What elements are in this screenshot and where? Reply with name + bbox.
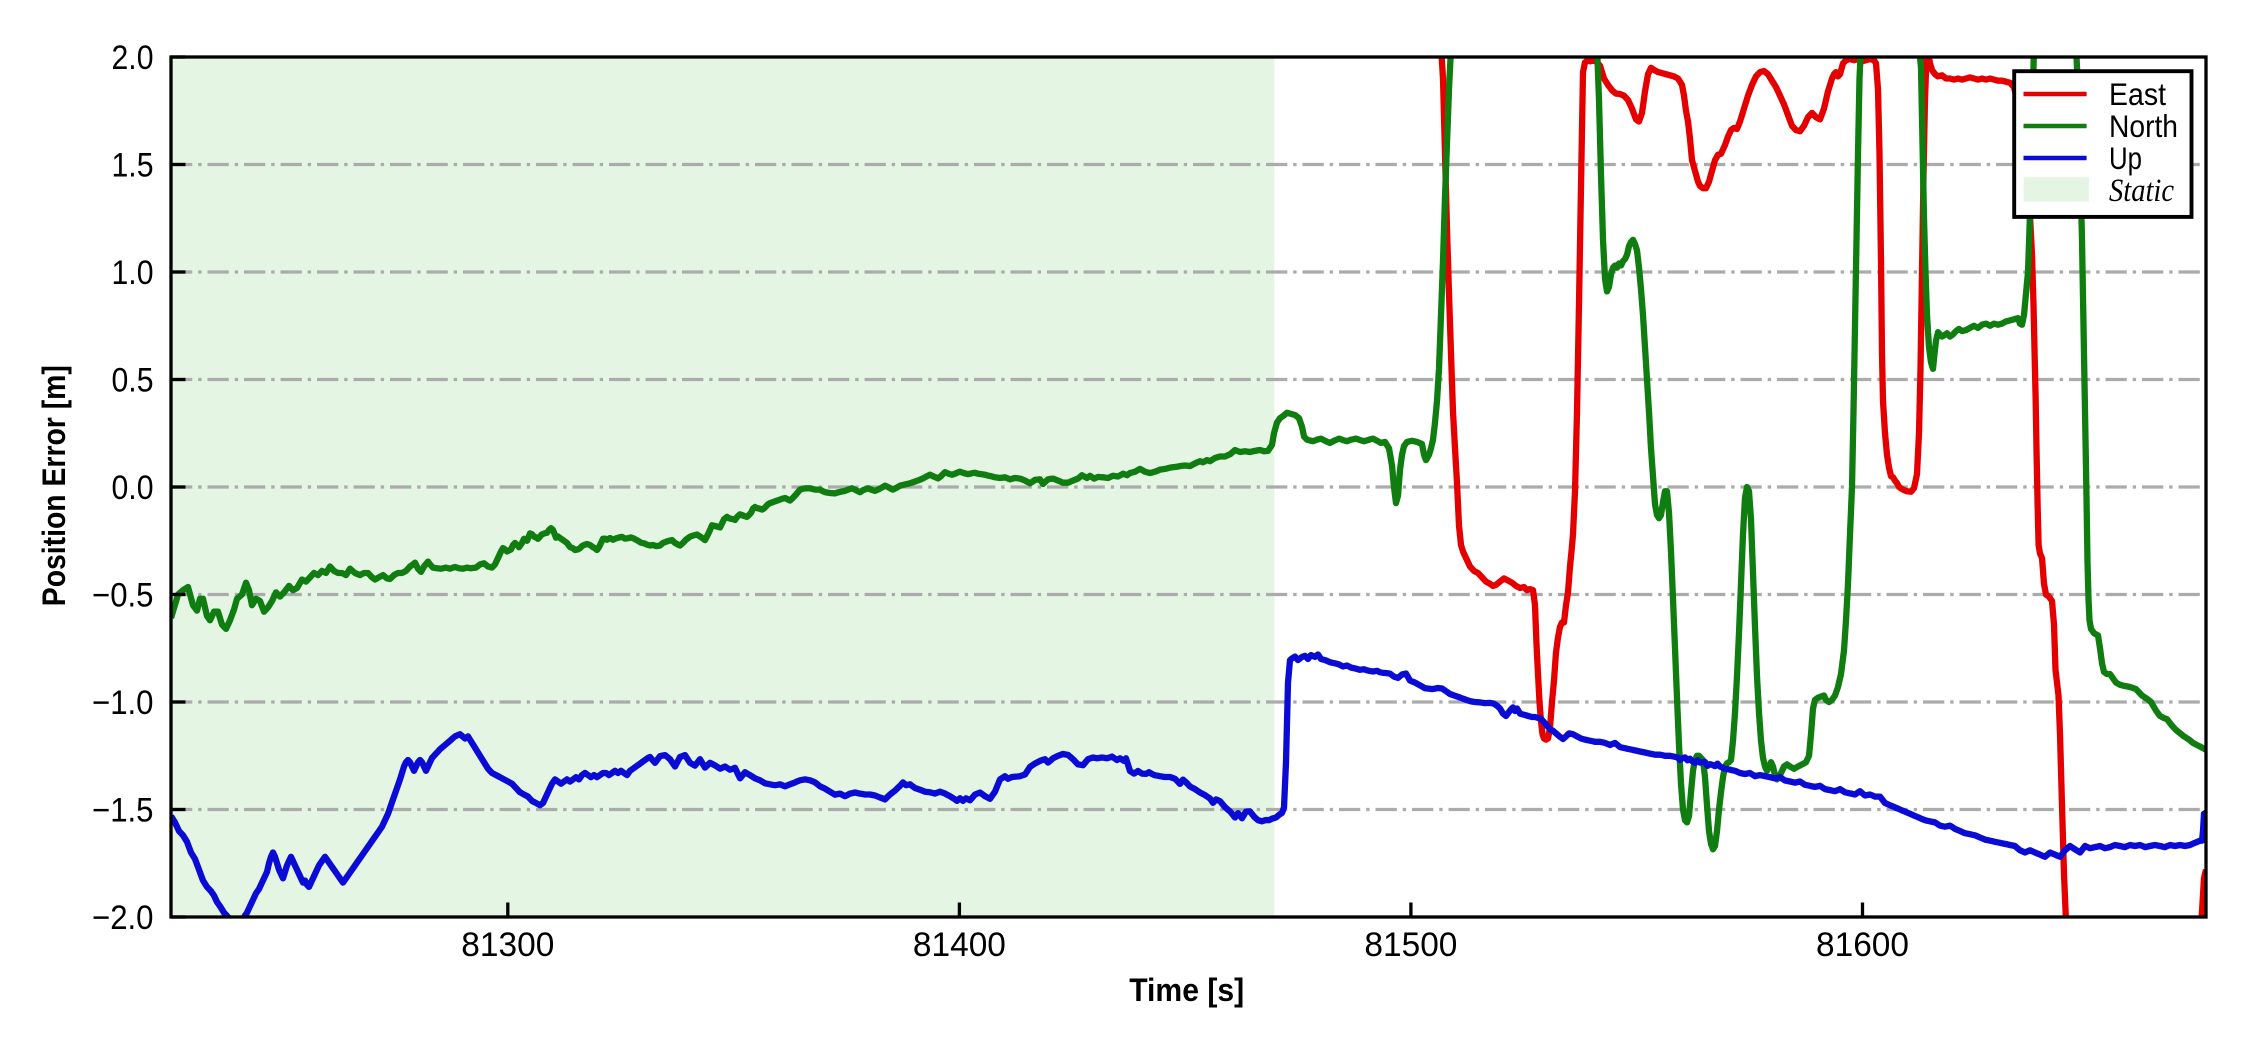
svg-text:0.0: 0.0 <box>112 469 154 507</box>
svg-text:−2.0: −2.0 <box>92 899 154 937</box>
svg-text:81500: 81500 <box>1364 926 1457 964</box>
svg-text:North: North <box>2109 108 2178 144</box>
svg-text:2.0: 2.0 <box>112 39 154 77</box>
svg-text:81600: 81600 <box>1816 926 1909 964</box>
svg-text:1.0: 1.0 <box>112 254 154 292</box>
svg-text:Static: Static <box>2109 173 2175 209</box>
svg-text:−1.5: −1.5 <box>92 792 154 830</box>
svg-text:Time [s]: Time [s] <box>1129 972 1244 1008</box>
svg-text:81300: 81300 <box>461 926 554 964</box>
svg-text:0.5: 0.5 <box>112 362 154 400</box>
svg-text:−1.0: −1.0 <box>92 684 154 722</box>
svg-text:−0.5: −0.5 <box>92 577 154 615</box>
svg-text:81400: 81400 <box>913 926 1006 964</box>
svg-text:Position Error [m]: Position Error [m] <box>36 365 72 606</box>
svg-text:Up: Up <box>2109 140 2142 176</box>
svg-text:East: East <box>2109 76 2166 112</box>
svg-text:1.5: 1.5 <box>112 147 154 185</box>
